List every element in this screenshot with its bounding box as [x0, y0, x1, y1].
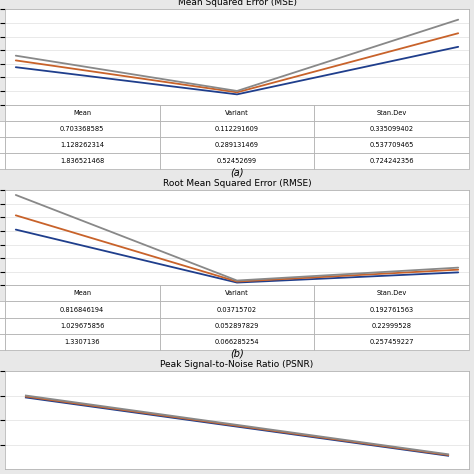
Text: (b): (b): [230, 348, 244, 358]
Title: Root Mean Squared Error (RMSE): Root Mean Squared Error (RMSE): [163, 179, 311, 188]
Text: (a): (a): [230, 168, 244, 178]
Title: Peak Signal-to-Noise Ratio (PSNR): Peak Signal-to-Noise Ratio (PSNR): [160, 360, 314, 369]
Title: Mean Squared Error (MSE): Mean Squared Error (MSE): [177, 0, 297, 7]
